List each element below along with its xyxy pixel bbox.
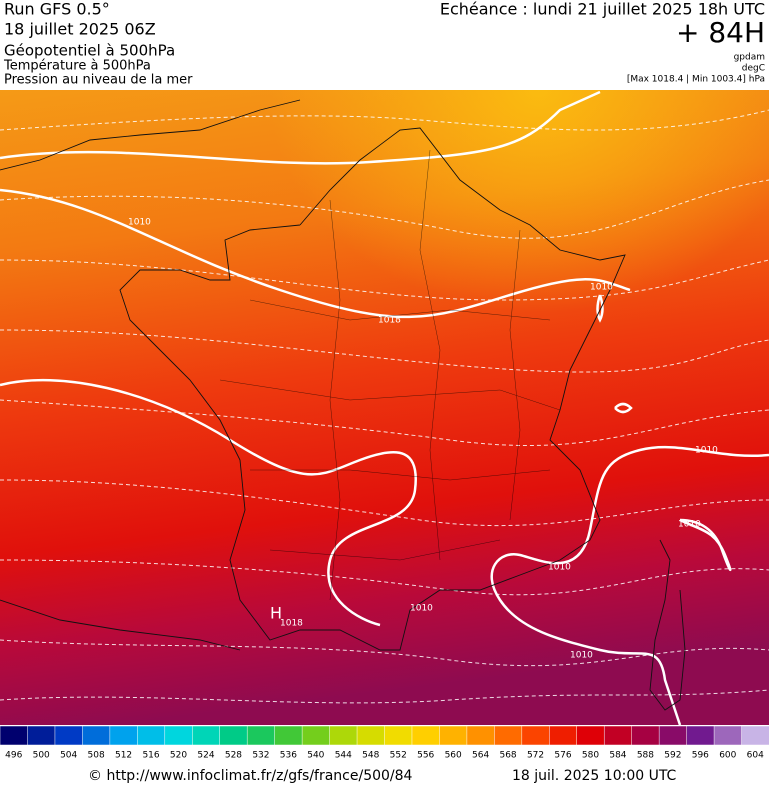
footer: © http://www.infoclimat.fr/z/gfs/france/… [88,768,677,784]
colorbar-label: 584 [609,751,626,761]
color-swatch [219,725,248,746]
color-swatch [109,725,139,746]
high-marker: H [270,604,282,623]
colorbar-label: 540 [307,751,324,761]
colorbar-label: 508 [88,751,105,761]
source: © http://www.infoclimat.fr/z/gfs/france/… [88,768,413,784]
field: Température à 500hPa [3,59,151,74]
colorbar-label: 592 [664,751,681,761]
unit: gpdam [734,53,765,63]
pressure-range: [Max 1018.4 | Min 1003.4] hPa [627,75,765,85]
borders [219,149,561,601]
color-swatch [603,725,633,746]
colorbar-label: 600 [719,751,736,761]
color-swatch [384,725,413,746]
isobar-label: 1018 [280,619,303,629]
colorbar-label: 544 [335,751,352,761]
colorbar-label: 596 [692,751,709,761]
colorbar-label: 560 [445,751,462,761]
color-swatch [439,725,468,746]
color-swatch [741,725,769,746]
colorbar: 496 500 504 508 512 516 520 524 528 532 536 540 544 5… [0,725,769,761]
color-swatch [686,725,715,746]
isobar-label: 1010 [128,218,151,228]
color-swatch [192,725,221,746]
color-swatch [466,725,496,746]
color-swatch [0,725,29,746]
run: Run GFS 0.5° [4,0,110,19]
map: 1010 1010 1018 1010 1010 1010 1010 1010 1018 H [0,90,769,726]
colorbar-label: 564 [472,751,489,761]
color-swatch [631,725,660,746]
coastlines [0,99,686,711]
isobar-label: 1010 [695,446,718,456]
isobar-label: 1010 [548,563,571,573]
color-swatch [164,725,194,746]
color-swatch [27,725,56,746]
colorbar-label: 556 [417,751,434,761]
colorbar-label: 548 [362,751,379,761]
color-swatch [274,725,303,746]
colorbar-label: 516 [142,751,159,761]
colorbar-label: 528 [225,751,242,761]
colorbar-label: 524 [197,751,214,761]
color-swatch [549,725,578,746]
color-swatch [411,725,441,746]
isobar-label: 1010 [590,283,613,293]
colorbar-label: 552 [390,751,407,761]
colorbar-label: 604 [747,751,764,761]
colorbar-label: 532 [252,751,269,761]
lead-time: + 84H [676,16,765,49]
isobar-label: 1010 [678,520,701,530]
color-swatch [54,725,84,746]
geopotential-lines [0,109,769,704]
colorbar-label: 512 [115,751,132,761]
colorbar-label: 568 [499,751,516,761]
isobar-labels: 1010 1010 1018 1010 1010 1010 1010 1010 1018 [128,218,718,661]
colorbar-label: 520 [170,751,187,761]
generated: 18 juil. 2025 10:00 UTC [512,768,677,784]
color-swatch [82,725,111,746]
isobar-label: 1010 [410,604,433,614]
colorbar-label: 572 [527,751,544,761]
color-swatch [658,725,688,746]
color-swatch [246,725,276,746]
colorbar-label: 504 [60,751,77,761]
run-date: 18 juillet 2025 06Z [4,20,156,39]
colorbar-label: 576 [554,751,571,761]
field: Géopotentiel à 500hPa [4,42,175,60]
color-swatch [576,725,605,746]
colorbar-label: 536 [280,751,297,761]
valid-time: Echéance : lundi 21 juillet 2025 18h UTC [440,0,765,19]
colorbar-label: 496 [5,751,22,761]
colorbar-label: 588 [637,751,654,761]
color-swatch [329,725,358,746]
colorbar-label: 500 [33,751,50,761]
isobars [0,90,769,726]
unit: degC [742,64,765,74]
header: Run GFS 0.5° 18 juillet 2025 06Z Géopote… [3,0,765,88]
color-swatch [301,725,331,746]
color-swatch [356,725,386,746]
field: Pression au niveau de la mer [4,73,193,88]
color-swatch [521,725,551,746]
color-swatch [713,725,743,746]
isobar-label: 1018 [378,316,401,326]
colorbar-label: 580 [582,751,599,761]
color-swatch [137,725,166,746]
color-swatch [494,725,523,746]
isobar-label: 1010 [570,651,593,661]
